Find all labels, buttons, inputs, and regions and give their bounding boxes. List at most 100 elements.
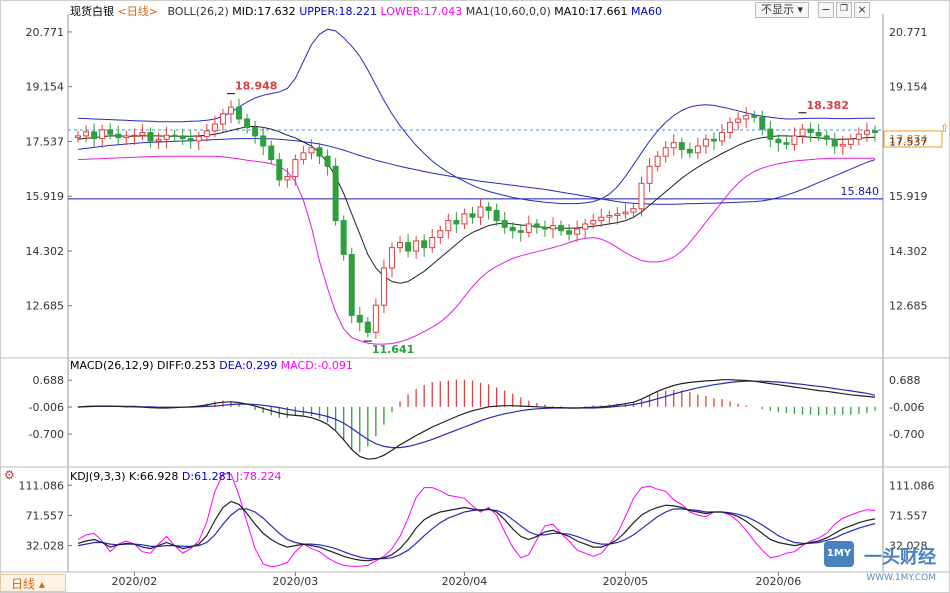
period-label[interactable]: <日线>: [117, 5, 158, 18]
candle-body: [662, 147, 669, 157]
candle-body: [485, 206, 492, 211]
macd-diff-line: [77, 379, 876, 460]
candle-body: [340, 220, 347, 255]
watermark-url: WWW.1MY.COM: [866, 573, 936, 583]
candle-body: [219, 113, 226, 125]
candle-body: [670, 142, 677, 149]
candle-body: [630, 208, 637, 213]
current-price-label: 17.874: [889, 133, 928, 146]
candle-body: [686, 148, 693, 154]
kdj-panel: [77, 473, 876, 568]
ma60-line: [77, 138, 876, 205]
candle-body: [453, 220, 460, 225]
macd-tick-label-left: -0.006: [29, 401, 64, 414]
price-tick-label-right: 15.919: [889, 190, 928, 203]
price-tick-label-left: 20.771: [26, 26, 65, 39]
ma10-line: [77, 125, 876, 284]
candle-body: [139, 132, 146, 136]
kdj-tick-label-left: 32.028: [26, 540, 65, 553]
macd-dea-line: [78, 380, 876, 449]
kdj-tick-label-right: 32.028: [889, 540, 928, 553]
kdj-j-line: [77, 473, 876, 568]
candle-body: [566, 230, 573, 235]
price-tick-label-left: 12.685: [26, 300, 65, 313]
candle-body: [614, 213, 621, 216]
restore-icon[interactable]: ❐: [836, 2, 852, 18]
candle-body: [211, 123, 218, 132]
candle-body: [606, 214, 613, 218]
date-tick-label: 2020/03: [273, 575, 319, 588]
candle-body: [388, 247, 395, 269]
minimize-icon[interactable]: −: [818, 2, 834, 18]
candle-body: [678, 142, 685, 150]
candle-body: [823, 135, 830, 140]
candle-body: [252, 126, 259, 137]
macd-diff: DIFF:0.253: [157, 359, 216, 372]
hide-dropdown-button[interactable]: 不显示 ▾: [755, 2, 809, 18]
candle-body: [107, 129, 114, 135]
kdj-tick-label-right: 111.086: [889, 479, 935, 492]
candle-body: [131, 134, 138, 137]
candle-body: [413, 240, 420, 252]
candle-body: [533, 223, 540, 228]
price-panel: 15.840 17.874 ⇧ 18.948 11.641 18.382: [68, 28, 949, 356]
price-tick-label-right: 12.685: [889, 300, 928, 313]
boll-mid: MID:17.632: [232, 5, 296, 18]
macd-panel: [77, 379, 876, 460]
candle-body: [461, 213, 468, 225]
candle-body: [759, 116, 766, 130]
boll-lower-line: [77, 155, 875, 345]
candle-body: [244, 118, 251, 128]
candle-body: [751, 115, 758, 118]
price-tick-label-right: 14.302: [889, 245, 928, 258]
extreme-label: 11.641: [372, 343, 414, 356]
candle-body: [646, 165, 653, 184]
period-tab[interactable]: 日线 ▴: [0, 574, 66, 592]
candle-body: [421, 240, 428, 249]
period-tab-label: 日线: [11, 577, 36, 591]
macd-label: MACD(26,12,9): [70, 359, 154, 372]
candle-body: [525, 223, 532, 233]
settings-gear-icon[interactable]: ⚙: [4, 468, 15, 482]
instrument-name: 现货白银: [70, 5, 114, 18]
candle-body: [469, 213, 476, 218]
chevron-down-icon: ▾: [797, 3, 804, 16]
candle-body: [477, 206, 484, 218]
price-tick-label-right: 20.771: [889, 26, 928, 39]
candle-body: [807, 128, 814, 134]
candle-body: [549, 225, 556, 230]
macd-value: MACD:-0.091: [280, 359, 353, 372]
close-icon[interactable]: ×: [854, 2, 870, 18]
candle-body: [582, 223, 589, 230]
candle-body: [83, 131, 90, 137]
watermark-logo-text: 1MY: [826, 548, 852, 559]
candle-body: [284, 176, 291, 181]
kdj-k: K:66.928: [129, 470, 179, 483]
candle-body: [799, 128, 806, 137]
candle-body: [91, 131, 98, 140]
price-tick-label-right: 19.154: [889, 81, 928, 94]
macd-tick-label-right: 0.688: [889, 374, 921, 387]
ma60-label: MA60: [631, 5, 663, 18]
macd-tick-label-left: -0.700: [29, 428, 64, 441]
candle-body: [791, 135, 798, 145]
price-tick-label-left: 15.919: [26, 190, 65, 203]
macd-tick-label-left: 0.688: [33, 374, 65, 387]
hide-button-label: 不显示: [760, 3, 794, 16]
candle-body: [863, 130, 870, 135]
candle-body: [155, 138, 162, 142]
candle-body: [654, 155, 661, 167]
kdj-d: D:61.281: [181, 470, 233, 483]
price-tick-label-left: 14.302: [26, 245, 65, 258]
candle-body: [855, 133, 862, 140]
candle-body: [517, 230, 524, 233]
candle-body: [831, 138, 838, 147]
candle-body: [123, 135, 130, 139]
candle-body: [509, 226, 516, 232]
candle-body: [75, 135, 82, 139]
candle-body: [236, 106, 243, 120]
candle-body: [590, 220, 597, 225]
